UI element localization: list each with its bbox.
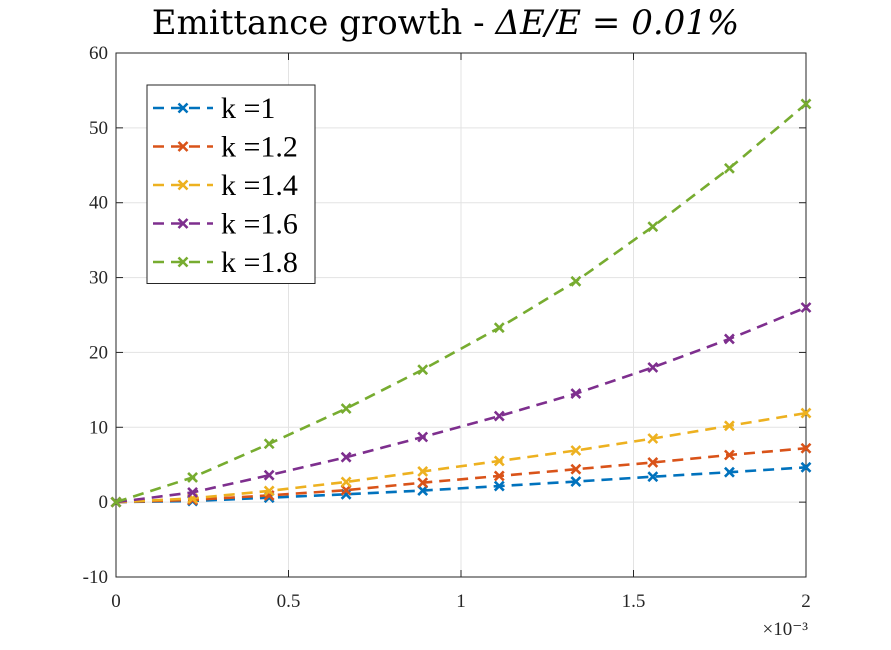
data-point <box>417 431 429 443</box>
chart-title: Emittance growth - ΔE/E = 0.01% <box>0 0 891 46</box>
series-line <box>115 446 807 504</box>
x-tick-label: 1 <box>456 591 466 612</box>
data-point <box>570 463 582 475</box>
x-tick-label: 0.5 <box>277 591 301 612</box>
data-point <box>723 466 735 478</box>
legend-marker <box>177 141 189 152</box>
series-2 <box>110 407 812 508</box>
data-point <box>800 407 812 419</box>
y-tick-label: 30 <box>89 268 108 289</box>
legend-marker <box>177 218 189 229</box>
data-point <box>110 496 122 508</box>
data-point <box>340 476 352 488</box>
x-axis-scale-label: ×10⁻³ <box>763 619 809 640</box>
series-line <box>115 306 807 504</box>
data-point <box>187 472 199 483</box>
y-tick-label: 60 <box>89 43 108 64</box>
series-line <box>115 411 807 504</box>
series-4 <box>110 98 812 508</box>
x-tick-label: 0 <box>111 591 121 612</box>
series-group <box>110 98 812 508</box>
data-point <box>723 333 735 345</box>
series-line <box>115 466 807 504</box>
data-point <box>723 162 735 174</box>
y-tick-label: 10 <box>89 417 108 438</box>
data-point <box>723 449 735 461</box>
legend-item: k =1.8 <box>153 246 298 279</box>
legend-label: k =1 <box>221 92 275 125</box>
chart-title-text: Emittance growth - <box>151 3 496 43</box>
data-point <box>340 451 352 463</box>
series-3 <box>110 302 812 508</box>
data-point <box>570 388 582 400</box>
data-point <box>723 420 735 432</box>
data-point <box>800 461 812 473</box>
data-point <box>570 275 582 287</box>
data-point <box>493 470 505 482</box>
data-point <box>263 438 275 450</box>
data-point <box>340 484 352 496</box>
data-point <box>800 302 812 313</box>
data-point <box>647 457 659 468</box>
data-point <box>417 466 429 477</box>
data-point <box>800 442 812 454</box>
data-point <box>800 98 812 110</box>
legend-item: k =1.2 <box>153 131 298 164</box>
data-point <box>493 322 505 334</box>
y-tick-label: -10 <box>83 567 108 588</box>
legend-label: k =1.6 <box>221 208 298 241</box>
chart-title-math: ΔE/E = 0.01% <box>495 3 740 43</box>
legend-label: k =1.2 <box>221 131 298 164</box>
data-point <box>187 486 199 498</box>
data-point <box>417 485 429 496</box>
data-point <box>570 476 582 487</box>
data-point <box>417 364 429 376</box>
legend-item: k =1 <box>153 92 275 125</box>
legend-marker <box>177 102 189 114</box>
data-point <box>263 469 275 481</box>
data-point <box>340 403 352 414</box>
x-tick-label: 1.5 <box>622 591 646 612</box>
y-tick-label: 50 <box>89 118 108 139</box>
data-point <box>417 477 429 489</box>
data-point <box>493 480 505 492</box>
legend-marker <box>177 256 189 268</box>
legend-label: k =1.4 <box>221 169 298 202</box>
y-tick-label: 40 <box>89 193 108 214</box>
series-line <box>115 102 807 504</box>
data-point <box>263 485 275 497</box>
data-point <box>647 361 659 373</box>
data-point <box>493 455 505 467</box>
x-tick-label: 2 <box>801 591 811 612</box>
y-tick-label: 0 <box>99 492 109 513</box>
data-point <box>647 471 659 483</box>
data-point <box>647 221 659 233</box>
legend: k =1 k =1.2 k =1.4 k =1.6 k =1.8 <box>146 84 316 284</box>
y-tick-label: 20 <box>89 342 108 363</box>
legend-item: k =1.6 <box>153 208 298 241</box>
data-point <box>647 433 659 444</box>
legend-item: k =1.4 <box>153 169 298 202</box>
data-point <box>340 488 352 500</box>
data-point <box>493 410 505 422</box>
legend-label: k =1.8 <box>221 246 298 279</box>
data-point <box>570 445 582 456</box>
legend-marker <box>177 179 189 191</box>
